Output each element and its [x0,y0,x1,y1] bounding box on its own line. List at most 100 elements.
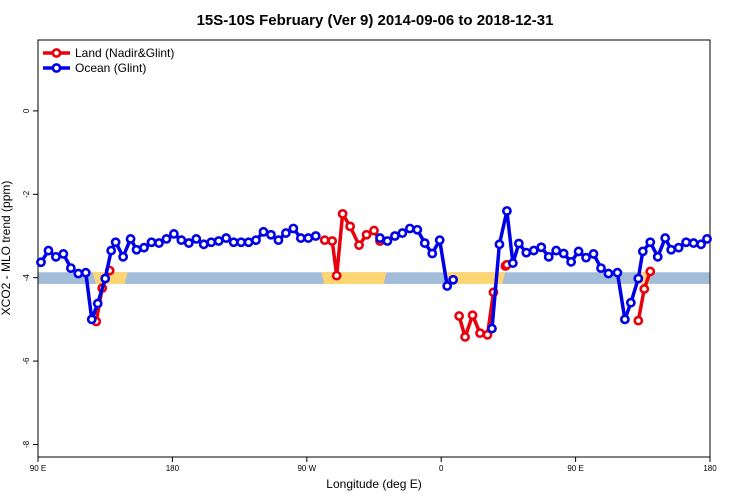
ocean-point [258,226,269,237]
ocean-point [168,229,179,239]
ocean-point [390,231,400,241]
ocean-point [161,234,172,244]
ocean-point [310,231,321,241]
ocean-point [434,235,445,246]
ocean-point [558,248,569,259]
land-point [327,236,338,246]
ocean-point [221,233,232,243]
ocean-point [397,228,408,238]
ocean-point [86,314,97,325]
ocean-point [666,244,677,255]
ocean-point [625,297,636,308]
ocean-point [521,247,532,258]
series-layer [36,206,712,342]
y-axis-label: XCO2 - MLO trend (ppm) [0,181,13,316]
ocean-point [236,237,246,248]
ocean-point [681,237,692,248]
ocean-point [660,233,671,243]
ocean-point [513,238,524,249]
ocean-point [110,237,121,248]
band-land [321,272,387,284]
ocean-point [633,273,644,284]
y-tick-label: -4 [22,274,31,282]
land-point [361,229,372,240]
ocean-point [702,234,712,244]
legend-land-label: Land (Nadir&Glint) [75,46,174,60]
ocean-point [206,237,217,248]
y-tick-label: -6 [22,357,31,365]
ocean-point [154,238,164,248]
ocean-point [106,245,117,256]
ocean-point [131,244,142,255]
land-point [354,240,364,251]
ocean-point [92,298,103,309]
x-tick-label: 0 [439,464,444,473]
ocean-point [588,249,599,259]
ocean-point [619,314,630,325]
ocean-point [507,258,518,268]
ocean-point [573,246,584,257]
ocean-point [528,245,539,256]
ocean-point [191,234,202,244]
ocean-point [566,256,577,267]
ocean-point [652,251,663,262]
land-point [337,208,348,219]
land-point [633,315,644,326]
land-point [454,311,465,321]
x-tick-label: 90 W [297,464,316,473]
ocean-point [118,251,129,262]
ocean-point [58,249,69,259]
y-tick-label: 0 [22,108,31,113]
land-point [331,270,342,281]
ocean-point [596,263,606,273]
ocean-point [228,237,239,248]
ocean-point [696,239,706,250]
y-tick-label: -2 [22,190,31,198]
ocean-point [543,251,554,262]
ocean-point [688,238,699,248]
x-tick-label: 90 E [567,464,583,473]
ocean-point [65,263,76,273]
ocean-point [375,233,385,243]
legend: Land (Nadir&Glint)Ocean (Glint) [43,46,174,75]
ocean-point [146,237,157,248]
ocean-point [198,239,209,250]
ocean-point [36,257,46,268]
band-land [446,272,506,284]
y-axis: 0 -2 -4 -6 -8 [22,108,38,448]
land-point [482,329,493,340]
land-point [460,332,470,342]
ocean-point [382,236,393,246]
ocean-point [427,248,438,259]
ocean-point [266,229,276,240]
y-tick-label: -8 [22,440,31,448]
ocean-point [442,281,453,291]
x-tick-label: 180 [166,464,180,473]
ocean-point [536,242,547,253]
land-point [345,221,356,232]
x-tick-label: 180 [703,464,717,473]
ocean-point [612,267,623,278]
x-tick-label: 90 E [30,464,46,473]
legend-ocean-label: Ocean (Glint) [75,61,146,75]
ocean-point [404,223,415,234]
ocean-point [183,238,194,248]
ocean-point [243,237,254,248]
ocean-point [303,233,314,243]
x-axis-label: Longitude (deg E) [326,477,421,491]
ocean-point [295,233,306,243]
ocean-point [494,239,505,250]
ocean-point [673,242,684,253]
ocean-point [100,273,111,284]
ocean-point [487,323,497,334]
land-point [369,225,379,236]
land-point [475,328,485,339]
ocean-point [73,268,84,279]
legend-land-marker [51,48,62,58]
ocean-point [419,238,430,248]
ocean-point [448,274,459,285]
ocean-point [288,223,299,234]
ocean-point [551,245,562,256]
ocean-point [581,252,591,263]
